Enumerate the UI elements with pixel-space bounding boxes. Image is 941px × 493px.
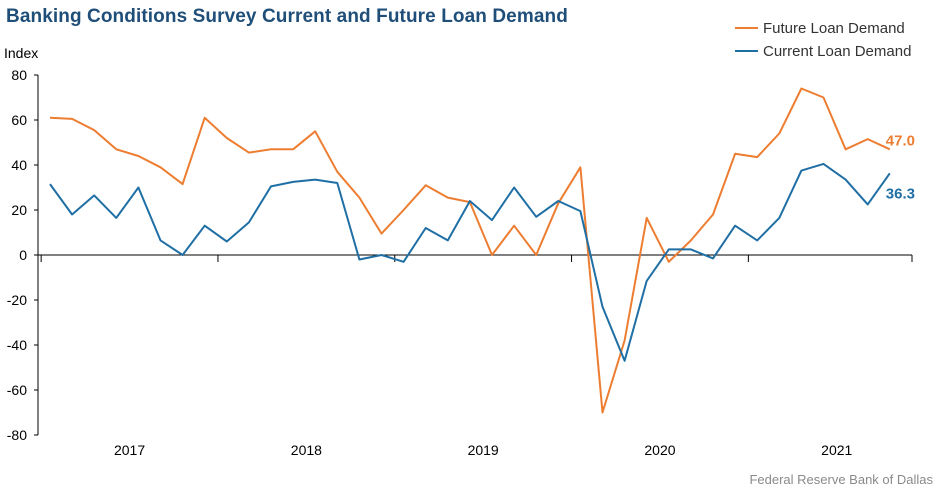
chart-title: Banking Conditions Survey Current and Fu… — [6, 6, 568, 27]
x-tick-label: 2020 — [644, 442, 675, 458]
y-tick-label: 20 — [11, 202, 27, 218]
y-tick-label: -80 — [7, 427, 27, 443]
x-tick-label: 2018 — [291, 442, 322, 458]
y-tick-label: 60 — [11, 112, 27, 128]
legend-label-future: Future Loan Demand — [763, 20, 905, 37]
x-tick-label: 2017 — [114, 442, 145, 458]
source-note: Federal Reserve Bank of Dallas — [749, 472, 933, 487]
current-end-value-label: 36.3 — [886, 185, 915, 202]
y-tick-label: 80 — [11, 67, 27, 83]
y-tick-label: 40 — [11, 157, 27, 173]
x-tick-label: 2021 — [821, 442, 852, 458]
y-tick-label: -20 — [7, 292, 27, 308]
current-loan-demand-line — [49, 162, 891, 362]
y-tick-label: 0 — [19, 247, 27, 263]
x-tick-label: 2019 — [468, 442, 499, 458]
y-tick-label: -40 — [7, 337, 27, 353]
y-axis-label: Index — [4, 45, 38, 61]
y-tick-label: -60 — [7, 382, 27, 398]
legend-label-current: Current Loan Demand — [763, 43, 911, 60]
future-end-value-label: 47.0 — [886, 132, 915, 149]
